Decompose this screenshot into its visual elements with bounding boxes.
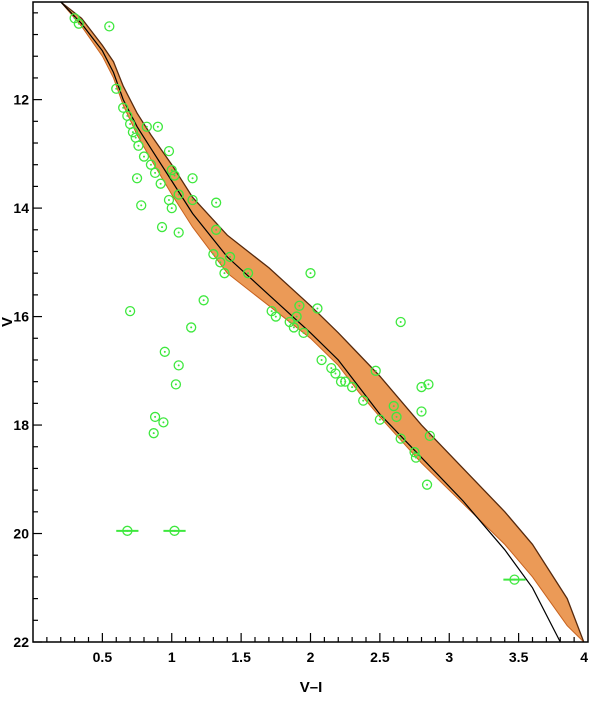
data-point: [158, 417, 169, 428]
data-point: [416, 381, 427, 393]
data-point: [124, 306, 136, 317]
data-point: [148, 428, 159, 439]
data-point: [138, 151, 150, 162]
data-point: [316, 354, 327, 366]
error-bar-points: [116, 525, 526, 585]
data-point: [173, 227, 184, 238]
isochrone-path: [60, 2, 561, 642]
data-point: [219, 268, 230, 279]
data-point: [149, 167, 161, 178]
data-point: [187, 194, 198, 206]
data-point: [141, 121, 152, 132]
data-point: [152, 121, 164, 132]
y-axis: 12 14 16 18 20 22: [13, 12, 42, 650]
data-point: [166, 202, 177, 214]
x-tick-label: 3.5: [509, 649, 529, 665]
y-tick-label: 16: [13, 309, 29, 325]
data-point: [242, 268, 254, 279]
data-point: [423, 379, 434, 390]
data-point: [159, 346, 170, 357]
data-point: [298, 327, 309, 338]
data-point: [198, 295, 209, 306]
data-point: [395, 433, 406, 444]
data-point: [395, 316, 406, 328]
data-point: [208, 249, 219, 260]
data-point: [291, 311, 302, 322]
data-point: [127, 127, 139, 138]
isochrone-line: [60, 2, 561, 642]
data-point: [358, 395, 369, 406]
x-tick-label: 1: [168, 649, 176, 665]
data-point: [346, 381, 358, 393]
data-point: [131, 173, 143, 184]
density-band-area: [60, 2, 585, 642]
data-point: [224, 251, 236, 263]
data-point: [145, 159, 157, 170]
y-axis-label: V: [0, 317, 16, 327]
x-tick-label: 2.5: [370, 649, 390, 665]
data-point: [210, 197, 222, 208]
data-point: [173, 189, 184, 200]
density-band-edge: [60, 2, 585, 642]
data-point: [312, 303, 323, 314]
x-tick-label: 0.5: [93, 649, 113, 665]
data-point: [169, 170, 180, 181]
data-point: [133, 140, 144, 151]
data-point: [156, 221, 168, 233]
data-point: [111, 83, 122, 94]
x-tick-label: 4: [580, 649, 588, 665]
data-point: [374, 414, 386, 425]
data-point: [163, 146, 175, 157]
data-point: [73, 18, 84, 29]
data-point: [424, 430, 435, 442]
data-point: [370, 365, 381, 376]
x-axis: 0.5 1 1.5 2 2.5 3 3.5 4: [46, 633, 588, 665]
data-point: [294, 300, 305, 311]
y-tick-label: 20: [13, 526, 29, 542]
data-points: [69, 13, 435, 490]
data-point: [391, 411, 402, 423]
data-point: [166, 164, 177, 176]
data-point: [330, 368, 341, 379]
data-point: [416, 406, 427, 417]
error-point: [503, 574, 526, 585]
density-band: [60, 2, 585, 642]
x-axis-label: V–I: [300, 679, 323, 696]
data-point: [210, 224, 222, 235]
data-point: [118, 102, 129, 113]
data-point: [270, 311, 281, 322]
x-tick-label: 1.5: [231, 649, 251, 665]
data-point: [173, 360, 184, 371]
y-tick-label: 14: [13, 200, 29, 216]
error-point: [163, 525, 186, 536]
data-point: [170, 379, 182, 390]
y-tick-label: 18: [13, 417, 29, 433]
error-point: [116, 525, 139, 536]
data-point: [155, 178, 166, 189]
data-point: [305, 268, 316, 279]
x-tick-label: 2: [307, 649, 315, 665]
y-tick-label: 12: [13, 92, 29, 108]
data-point: [288, 322, 300, 333]
x-tick-label: 3: [445, 649, 453, 665]
data-point: [421, 479, 433, 490]
data-point: [136, 200, 147, 211]
data-point: [187, 173, 198, 184]
data-point: [215, 257, 226, 268]
data-point: [104, 21, 115, 32]
data-point: [388, 400, 399, 412]
y-tick-label: 22: [13, 634, 29, 650]
data-point: [340, 376, 351, 387]
data-point: [410, 452, 422, 463]
data-point: [149, 411, 161, 423]
data-point: [186, 322, 197, 333]
